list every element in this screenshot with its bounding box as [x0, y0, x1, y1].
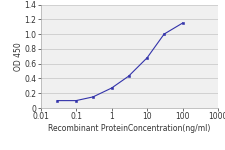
X-axis label: Recombinant ProteinConcentration(ng/ml): Recombinant ProteinConcentration(ng/ml) — [48, 124, 211, 133]
Y-axis label: OD 450: OD 450 — [14, 42, 23, 71]
